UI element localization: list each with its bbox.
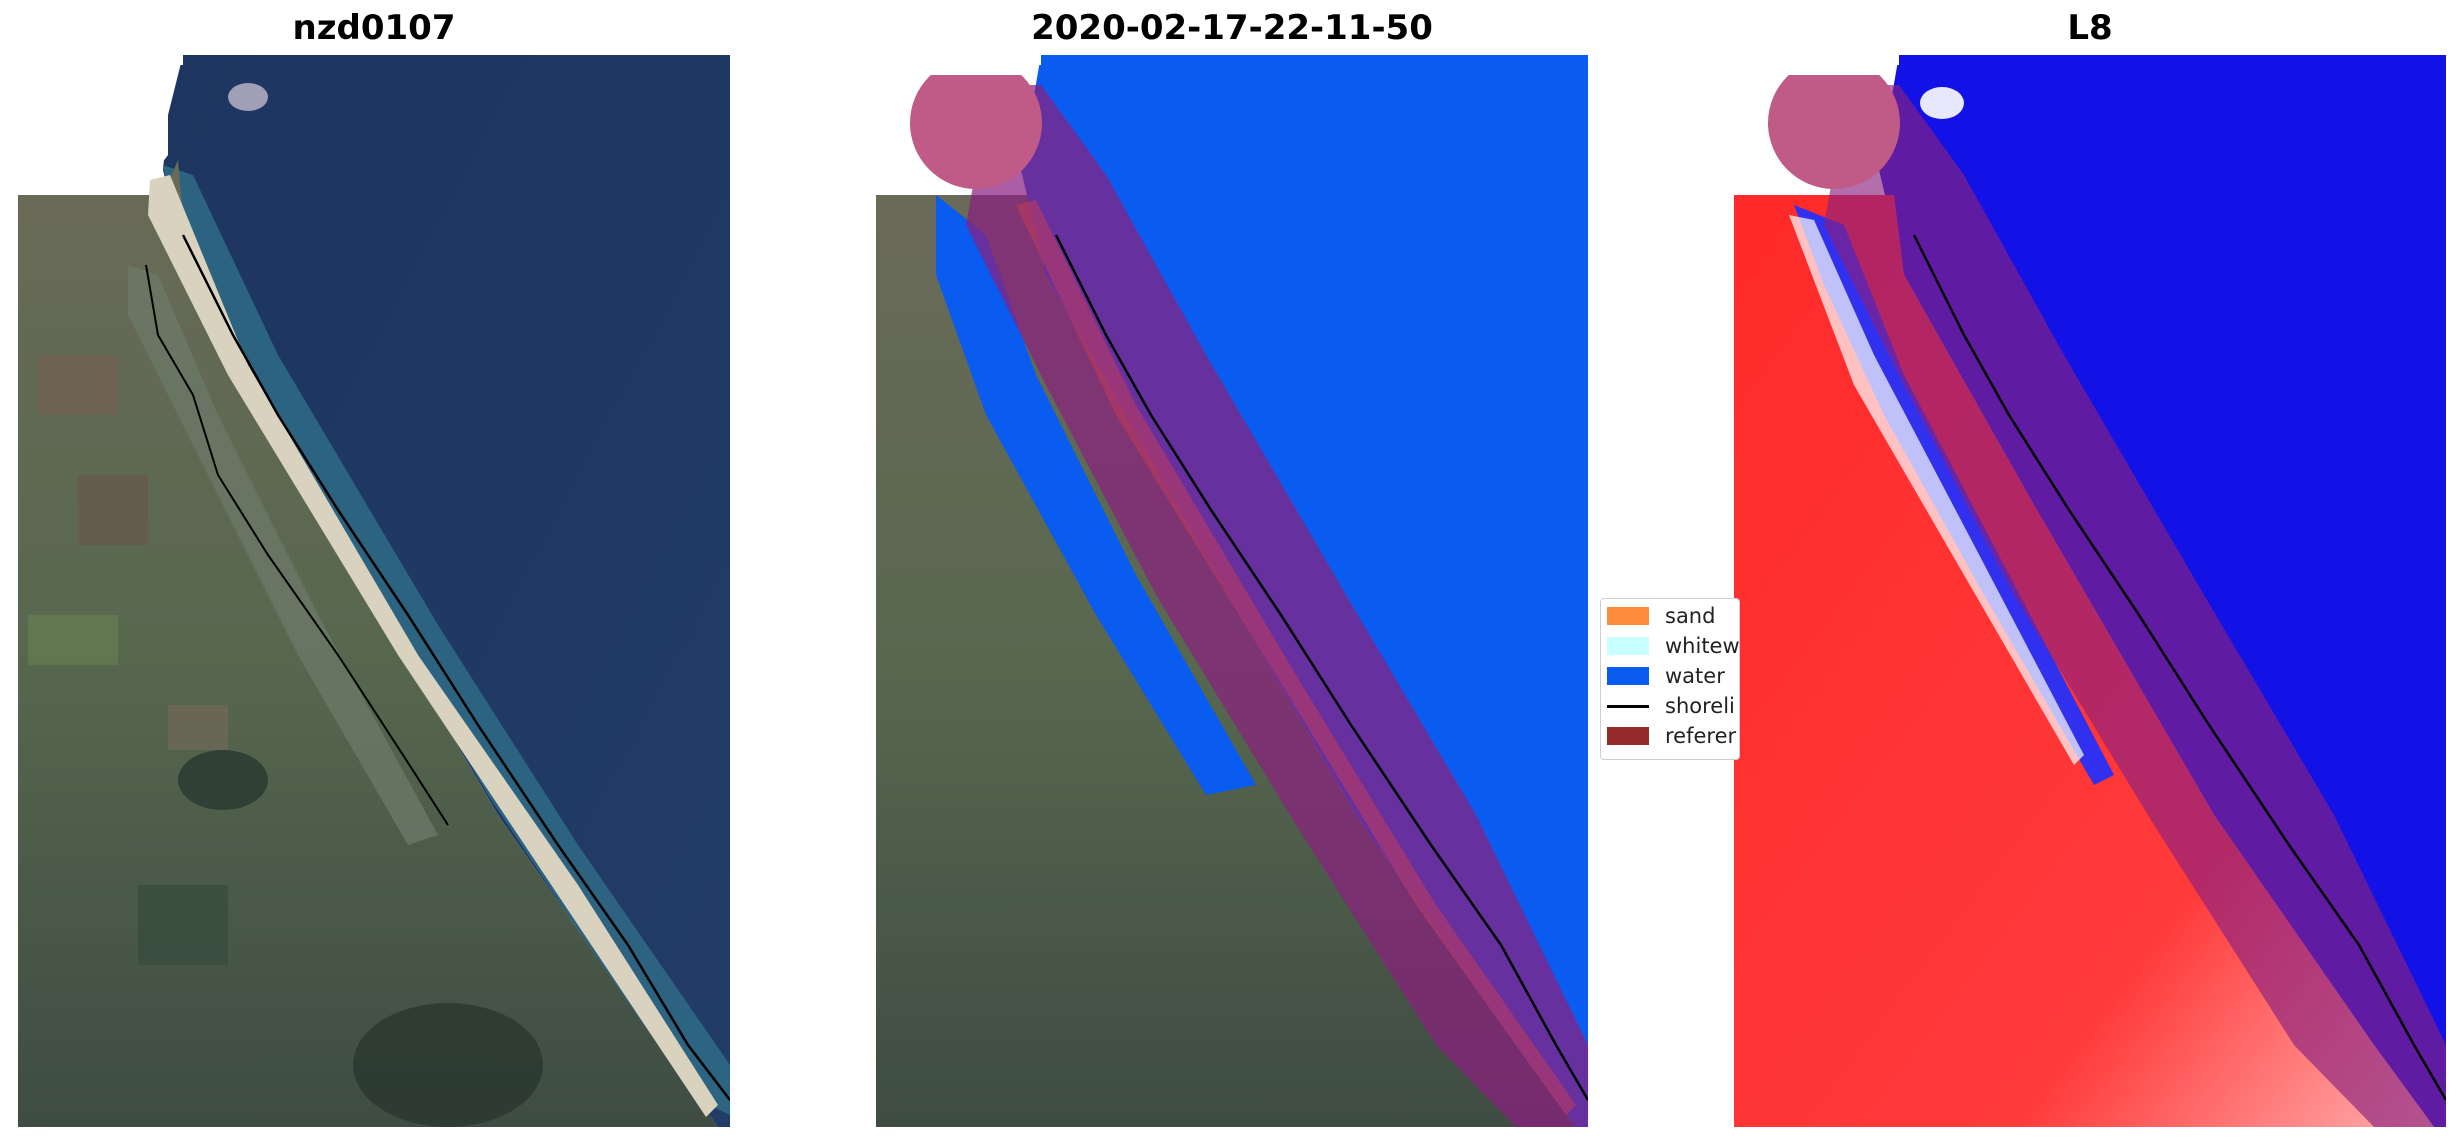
whitewater-swatch bbox=[1607, 637, 1649, 655]
panel-title-rgb: nzd0107 bbox=[292, 8, 456, 48]
panel-title-index: L8 bbox=[2067, 8, 2113, 48]
rgb-image-panel bbox=[18, 55, 730, 1127]
reference-swatch bbox=[1607, 727, 1649, 745]
classified-image-panel bbox=[876, 55, 1588, 1127]
legend-label: sand bbox=[1665, 604, 1716, 628]
shoreline-trace bbox=[181, 234, 730, 1101]
legend-item-reference: referer bbox=[1607, 723, 1736, 749]
reference-buffer bbox=[1824, 85, 2446, 1127]
legend-label: water bbox=[1665, 664, 1725, 688]
lagoon-water-class bbox=[936, 195, 1256, 795]
shoreline-line-swatch bbox=[1607, 704, 1649, 708]
classified-image bbox=[876, 55, 1588, 1127]
sand-swatch bbox=[1607, 607, 1649, 625]
lagoon bbox=[128, 265, 438, 845]
index-image-panel bbox=[1734, 55, 2446, 1127]
legend-label: shoreli bbox=[1665, 694, 1735, 718]
beach-sand bbox=[148, 175, 718, 1117]
legend-label: referer bbox=[1665, 724, 1737, 748]
water-swatch bbox=[1607, 667, 1649, 685]
ocean-area bbox=[163, 55, 730, 1127]
panel-title-classified: 2020-02-17-22-11-50 bbox=[1031, 8, 1433, 48]
reference-buffer bbox=[966, 85, 1588, 1127]
shoreline-trace bbox=[1912, 234, 2446, 1101]
legend-item-whitewater: whitew bbox=[1607, 633, 1740, 659]
legend: sand whitew water shoreli referer bbox=[1600, 598, 1740, 760]
rgb-satellite-image bbox=[18, 55, 730, 1127]
water-index-image bbox=[1734, 55, 2446, 1127]
legend-item-shoreline: shoreli bbox=[1607, 693, 1735, 719]
legend-item-sand: sand bbox=[1607, 603, 1715, 629]
legend-item-water: water bbox=[1607, 663, 1725, 689]
surf-zone bbox=[163, 165, 730, 1115]
legend-label: whitew bbox=[1665, 634, 1740, 658]
shoreline-trace bbox=[1054, 234, 1588, 1101]
